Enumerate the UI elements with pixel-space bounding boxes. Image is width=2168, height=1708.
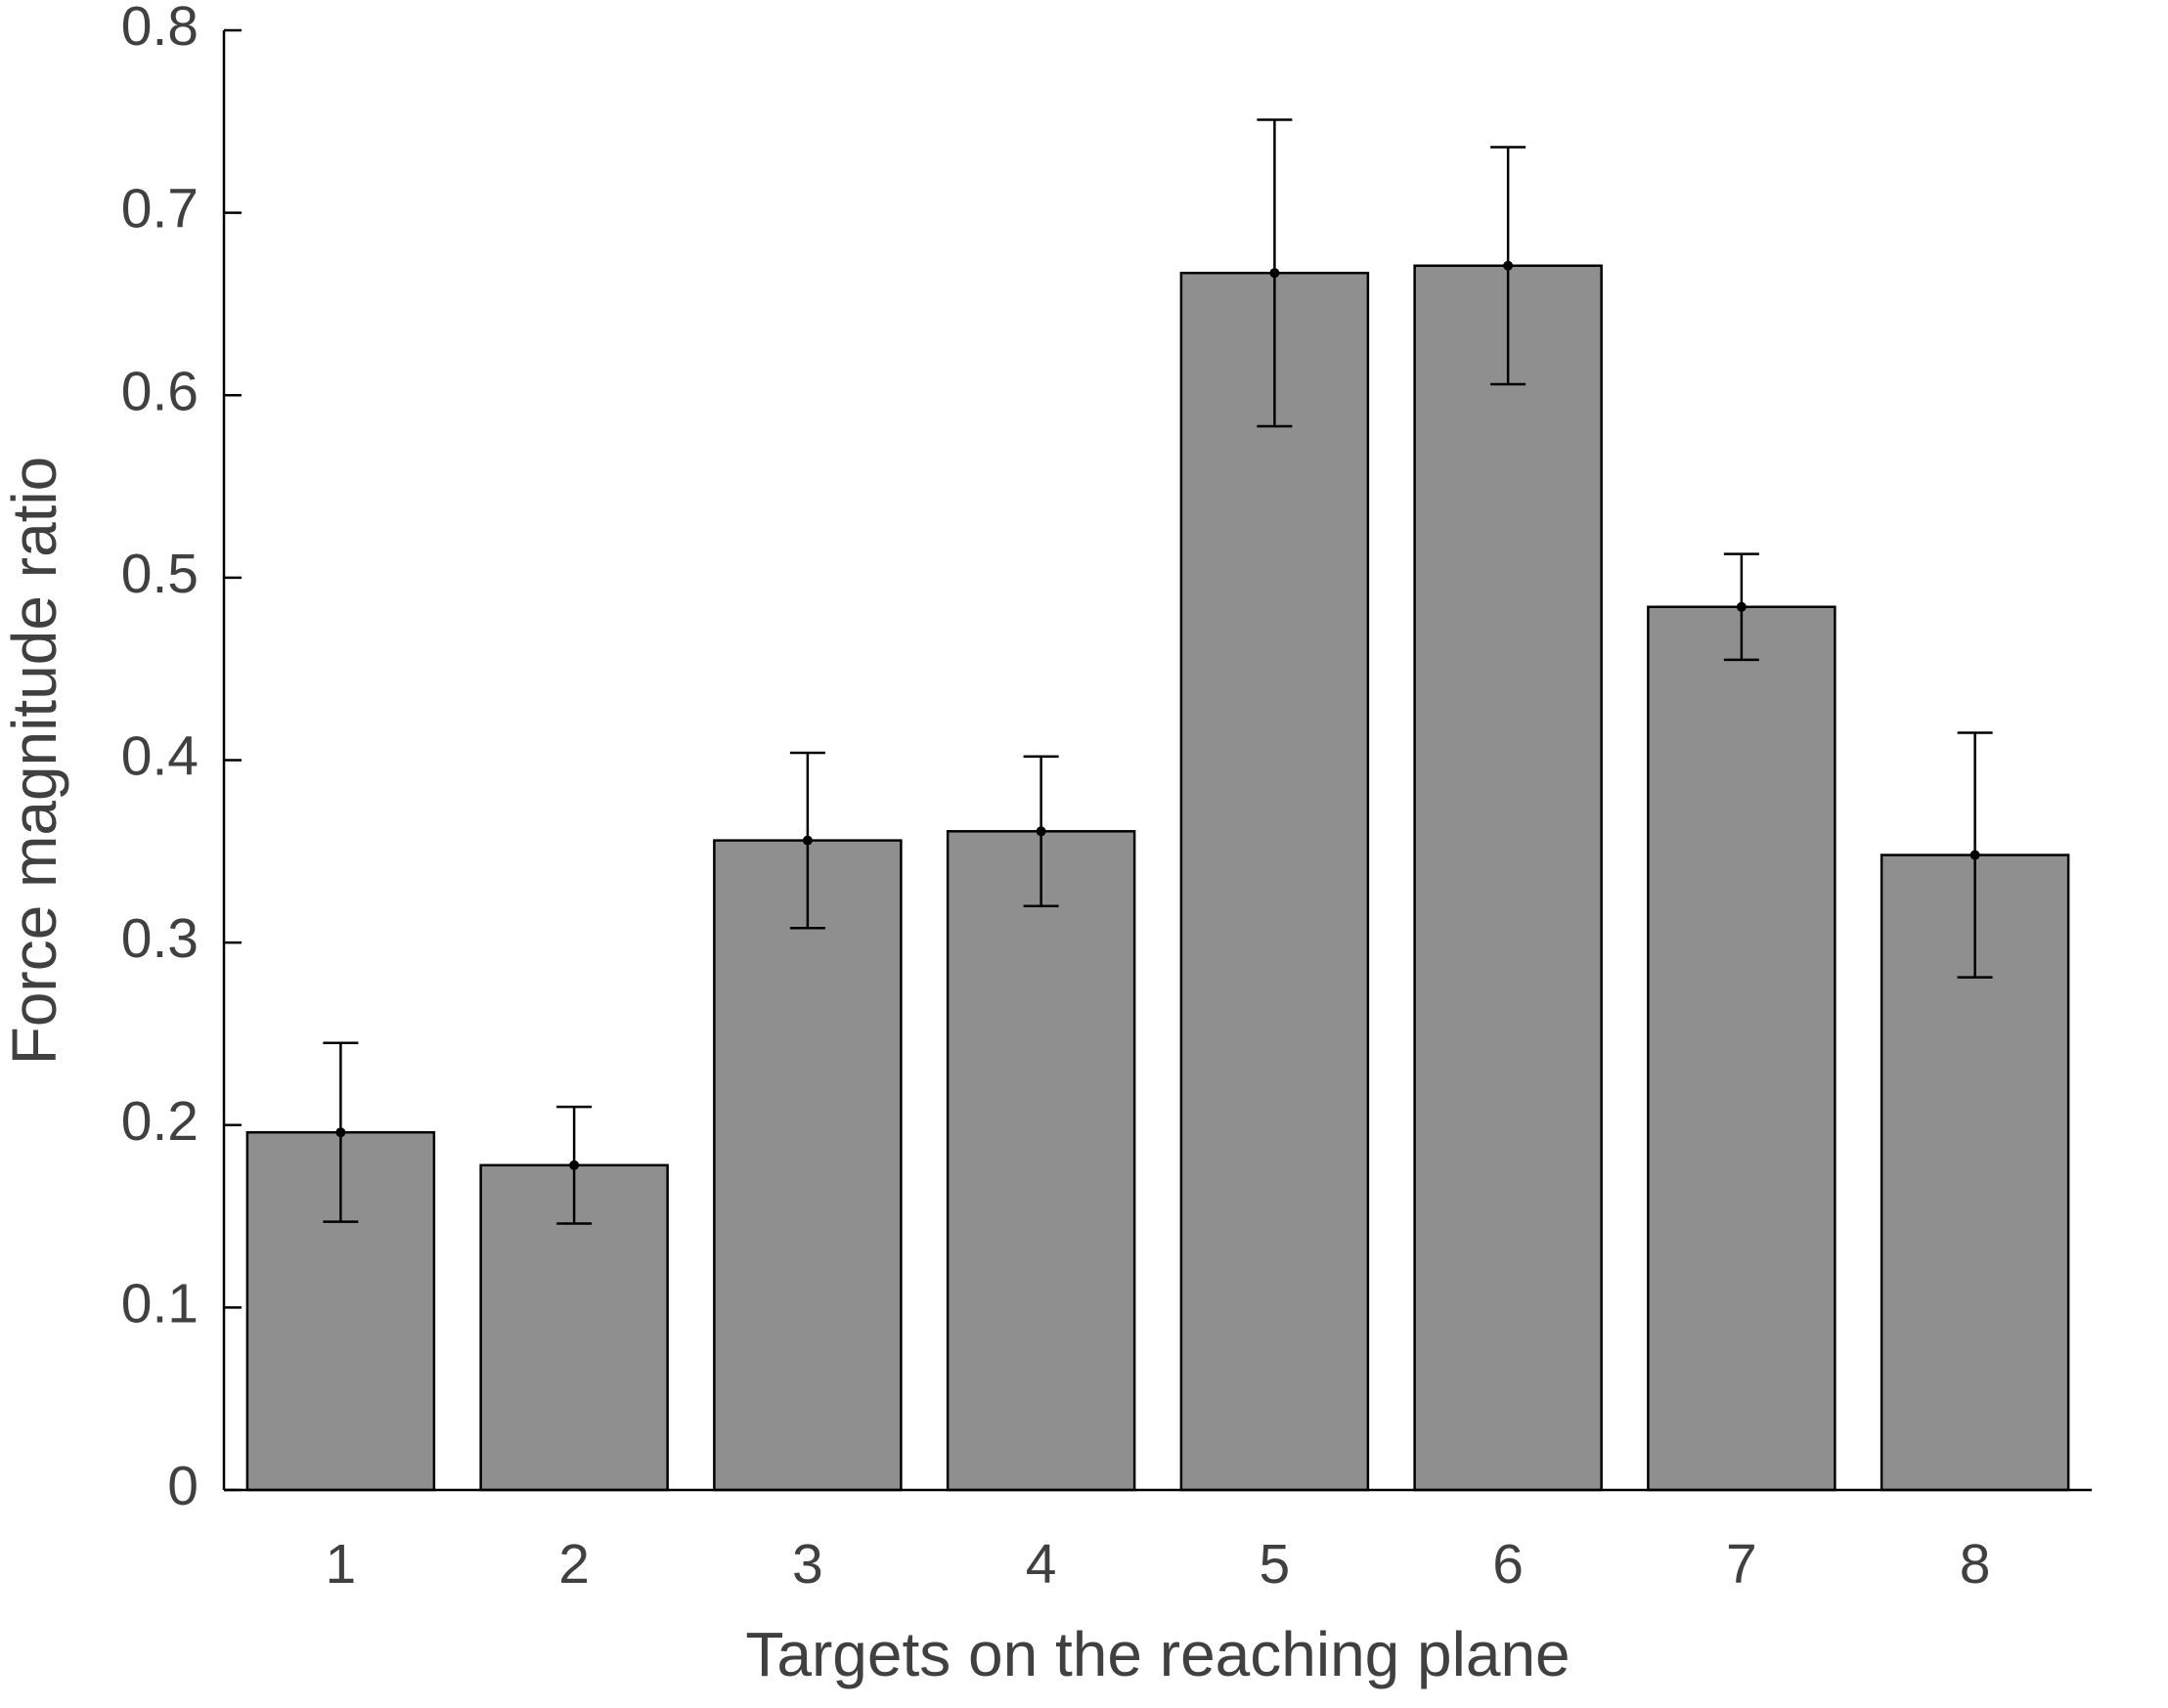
x-tick-label: 7 [1726, 1533, 1757, 1596]
x-tick-label: 4 [1026, 1533, 1057, 1596]
x-axis-label: Targets on the reaching plane [745, 1619, 1570, 1689]
y-tick-label: 0.4 [121, 725, 199, 788]
bar [1413, 264, 1603, 1492]
mean-dot [802, 835, 813, 846]
y-tick-label: 0.3 [121, 907, 199, 970]
y-tick-label: 0.7 [121, 178, 199, 241]
x-tick-label: 3 [792, 1533, 823, 1596]
x-tick-label: 6 [1492, 1533, 1524, 1596]
y-tick-label: 0 [167, 1455, 199, 1517]
bar [946, 830, 1136, 1492]
y-tick-label: 0.2 [121, 1090, 199, 1153]
bar [1179, 271, 1370, 1492]
x-tick-label: 1 [326, 1533, 357, 1596]
mean-dot [335, 1127, 346, 1138]
x-tick-label: 8 [1960, 1533, 1991, 1596]
x-tick-label: 2 [558, 1533, 590, 1596]
y-tick-label: 0.8 [121, 0, 199, 58]
y-tick-label: 0.5 [121, 543, 199, 605]
bar [1647, 605, 1836, 1492]
y-tick-label: 0.6 [121, 360, 199, 422]
mean-dot [1269, 268, 1280, 279]
mean-dot [1503, 260, 1514, 271]
mean-dot [1969, 850, 1980, 860]
x-tick-label: 5 [1260, 1533, 1291, 1596]
y-tick-label: 0.1 [121, 1272, 199, 1335]
bar [713, 839, 903, 1492]
y-axis-label: Force magnitude ratio [0, 457, 69, 1066]
mean-dot [569, 1160, 580, 1170]
mean-dot [1036, 826, 1046, 837]
mean-dot [1736, 601, 1747, 612]
